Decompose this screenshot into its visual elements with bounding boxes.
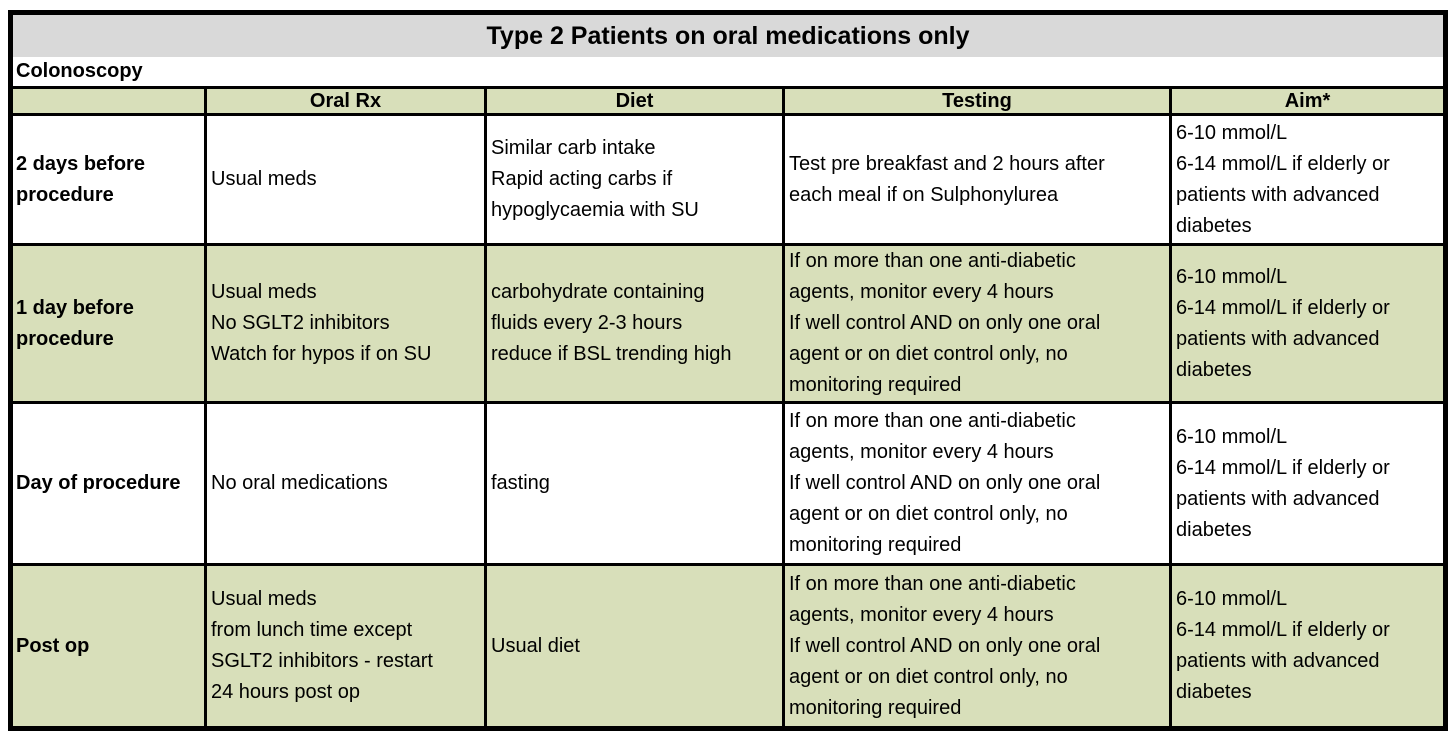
cell-day-of-procedure-diet: fasting (484, 401, 785, 566)
cell-post-op-oral-rx: Usual meds from lunch time except SGLT2 … (204, 563, 487, 730)
column-header-testing: Testing (782, 86, 1172, 116)
cell-2-days-before-label: 2 days before procedure (9, 113, 207, 246)
cell-text-line: If on more than one anti-diabetic (789, 250, 1076, 272)
cell-text-line: No SGLT2 inhibitors (211, 312, 390, 334)
cell-day-of-procedure-aim: 6-10 mmol/L 6-14 mmol/L if elderly or pa… (1168, 401, 1448, 566)
cell-post-op-label: Post op (9, 563, 207, 730)
cell-text-line: diabetes (1176, 214, 1252, 237)
cell-text-line: patients with advanced (1176, 183, 1380, 206)
cell-text-line: Usual meds (211, 588, 317, 610)
cell-2-days-before-diet: Similar carb intake Rapid acting carbs i… (484, 113, 785, 246)
table-row-day-of-procedure: Day of procedure No oral medications fas… (9, 401, 1448, 566)
column-header-oral-rx: Oral Rx (204, 86, 487, 116)
cell-2-days-before-oral-rx: Usual meds (204, 113, 487, 246)
cell-text-line: 1 day before procedure (16, 296, 134, 350)
cell-text-line: each meal if on Sulphonylurea (789, 183, 1059, 206)
cell-text-line: 6-14 mmol/L if elderly or (1176, 152, 1390, 175)
cell-post-op-aim: 6-10 mmol/L 6-14 mmol/L if elderly or pa… (1168, 563, 1448, 730)
cell-text-line: monitoring required (789, 374, 962, 396)
cell-text-line: from lunch time except (211, 619, 413, 641)
cell-text-line: patients with advanced (1176, 327, 1380, 350)
cell-text-line: 6-14 mmol/L if elderly or (1176, 456, 1390, 479)
cell-text-line: patients with advanced (1176, 487, 1380, 510)
cell-text-line: agents, monitor every 4 hours (789, 441, 1054, 463)
cell-text-line: agents, monitor every 4 hours (789, 281, 1054, 303)
procedure-subtitle: Colonoscopy (8, 57, 1448, 89)
cell-text-line: hypoglycaemia with SU (491, 199, 699, 221)
cell-text-line: Watch for hypos if on SU (211, 343, 432, 365)
column-header-blank (9, 86, 207, 116)
column-header-row: Oral Rx Diet Testing Aim* (9, 86, 1448, 116)
table-row-1-day-before: 1 day before procedure Usual meds No SGL… (9, 243, 1448, 404)
cell-text-line: fasting (491, 472, 550, 494)
cell-day-of-procedure-label: Day of procedure (9, 401, 207, 566)
title-row: Type 2 Patients on oral medications only (8, 11, 1448, 57)
cell-text-line: If well control AND on only one oral (789, 472, 1101, 494)
cell-text-line: agent or on diet control only, no (789, 503, 1068, 525)
cell-text-line: Usual diet (491, 634, 580, 657)
page-title: Type 2 Patients on oral medications only (8, 11, 1448, 57)
table-row-post-op: Post op Usual meds from lunch time excep… (9, 563, 1448, 730)
cell-text-line: 6-10 mmol/L (1176, 425, 1288, 448)
cell-text-line: 6-10 mmol/L (1176, 588, 1288, 610)
cell-text-line: patients with advanced (1176, 650, 1380, 672)
cell-1-day-before-oral-rx: Usual meds No SGLT2 inhibitors Watch for… (204, 243, 487, 404)
cell-text-line: diabetes (1176, 518, 1252, 541)
cell-day-of-procedure-oral-rx: No oral medications (204, 401, 487, 566)
table-row-2-days-before: 2 days before procedure Usual meds Simil… (9, 113, 1448, 246)
cell-text-line: carbohydrate containing (491, 281, 705, 303)
cell-text-line: Test pre breakfast and 2 hours after (789, 152, 1105, 175)
cell-1-day-before-label: 1 day before procedure (9, 243, 207, 404)
cell-text-line: 24 hours post op (211, 681, 360, 703)
cell-text-line: No oral medications (211, 472, 388, 494)
cell-text-line: If on more than one anti-diabetic (789, 572, 1076, 595)
cell-1-day-before-aim: 6-10 mmol/L 6-14 mmol/L if elderly or pa… (1168, 243, 1448, 404)
cell-text-line: If well control AND on only one oral (789, 634, 1101, 657)
cell-text-line: If on more than one anti-diabetic (789, 410, 1076, 432)
column-header-diet: Diet (484, 86, 785, 116)
cell-text-line: 6-10 mmol/L (1176, 265, 1288, 288)
cell-text-line: 2 days before procedure (16, 152, 145, 206)
cell-text-line: 6-14 mmol/L if elderly or (1176, 296, 1390, 319)
cell-1-day-before-testing: If on more than one anti-diabetic agents… (782, 243, 1172, 404)
cell-text-line: Post op (16, 634, 90, 657)
cell-2-days-before-aim: 6-10 mmol/L 6-14 mmol/L if elderly or pa… (1168, 113, 1448, 246)
cell-text-line: Similar carb intake (491, 137, 656, 159)
cell-text-line: Usual meds (211, 168, 317, 190)
cell-text-line: agent or on diet control only, no (789, 665, 1068, 688)
cell-text-line: agents, monitor every 4 hours (789, 603, 1054, 626)
cell-text-line: Day of procedure (16, 472, 181, 494)
cell-text-line: diabetes (1176, 358, 1252, 381)
cell-2-days-before-testing: Test pre breakfast and 2 hours after eac… (782, 113, 1172, 246)
cell-text-line: monitoring required (789, 534, 962, 556)
column-header-aim: Aim* (1168, 86, 1448, 116)
cell-text-line: diabetes (1176, 681, 1252, 703)
cell-1-day-before-diet: carbohydrate containing fluids every 2-3… (484, 243, 785, 404)
cell-text-line: agent or on diet control only, no (789, 343, 1068, 365)
cell-post-op-diet: Usual diet (484, 563, 785, 730)
cell-post-op-testing: If on more than one anti-diabetic agents… (782, 563, 1172, 730)
cell-text-line: 6-10 mmol/L (1176, 121, 1288, 144)
cell-text-line: 6-14 mmol/L if elderly or (1176, 619, 1390, 641)
cell-text-line: Rapid acting carbs if (491, 168, 673, 190)
cell-text-line: If well control AND on only one oral (789, 312, 1101, 334)
cell-day-of-procedure-testing: If on more than one anti-diabetic agents… (782, 401, 1172, 566)
guidance-sheet: Type 2 Patients on oral medications only… (8, 10, 1449, 731)
cell-text-line: Usual meds (211, 281, 317, 303)
cell-text-line: reduce if BSL trending high (491, 343, 732, 365)
medication-guidance-table: Type 2 Patients on oral medications only… (8, 10, 1449, 731)
cell-text-line: monitoring required (789, 696, 962, 719)
subtitle-row: Colonoscopy (8, 57, 1448, 89)
cell-text-line: SGLT2 inhibitors - restart (211, 650, 433, 672)
cell-text-line: fluids every 2-3 hours (491, 312, 683, 334)
